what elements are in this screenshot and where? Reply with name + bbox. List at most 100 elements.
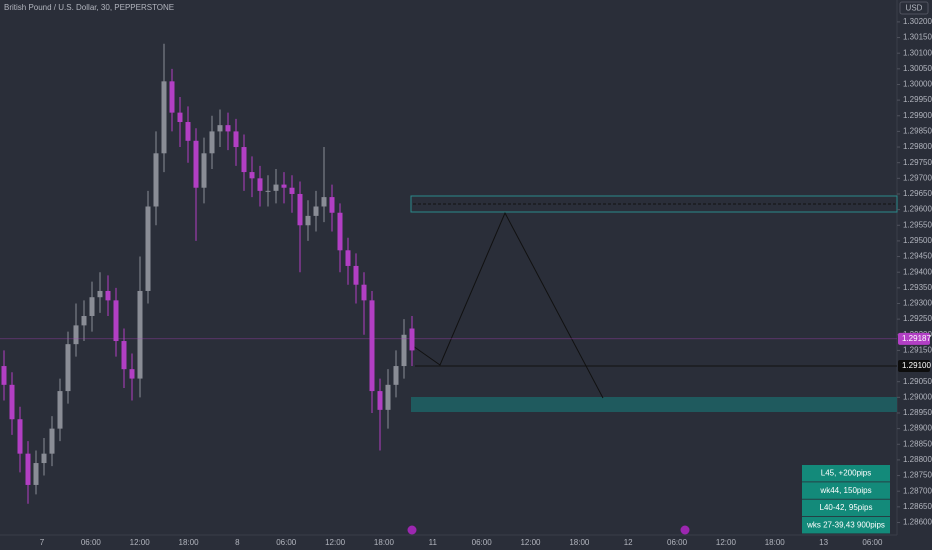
candle-body (97, 290, 103, 298)
candle-body (369, 300, 375, 392)
candle-body (185, 122, 191, 141)
y-tick-label: 1.28700 (903, 486, 932, 495)
y-tick-label: 1.29450 (903, 252, 932, 261)
chart-title: British Pound / U.S. Dollar, 30, PEPPERS… (4, 3, 174, 12)
candle-body (345, 250, 351, 266)
candle-body (225, 125, 231, 132)
price-tag (898, 332, 930, 345)
candle-body (249, 172, 255, 179)
x-tick-label: 12:00 (130, 538, 151, 547)
x-tick-label: 12:00 (520, 538, 541, 547)
y-tick-label: 1.29700 (903, 173, 932, 182)
candle-body (233, 131, 239, 148)
y-tick-label: 1.29900 (903, 111, 932, 120)
y-tick-label: 1.28750 (903, 471, 932, 480)
candle-body (9, 384, 15, 420)
annotation-text: L40-42, 95pips (820, 503, 873, 512)
candle-body (241, 147, 247, 173)
candle-body (113, 300, 119, 342)
y-tick-label: 1.28850 (903, 439, 932, 448)
legend: L45, +200pips wk44, 150pips L40-42, 95pips… (802, 465, 890, 534)
candle-body (289, 187, 295, 194)
y-tick-label: 1.28950 (903, 408, 932, 417)
candle-body (361, 284, 367, 301)
candle-body (73, 325, 79, 345)
annotation-box (802, 482, 890, 499)
y-tick-label: 1.29350 (903, 283, 932, 292)
x-tick-label: 12:00 (325, 538, 346, 547)
y-tick-label: 1.29250 (903, 314, 932, 323)
y-tick-label: 1.29600 (903, 205, 932, 214)
y-tick-label: 1.30000 (903, 80, 932, 89)
zone-box (410, 195, 898, 213)
x-tick-label: 06:00 (276, 538, 297, 547)
candle-body (209, 131, 215, 154)
y-tick-label: 1.29400 (903, 267, 932, 276)
candle-body (401, 334, 407, 367)
candle-body (377, 391, 383, 410)
x-tick-label: 06:00 (81, 538, 102, 547)
candle-body (273, 184, 279, 191)
candle-body (17, 419, 23, 454)
y-tick-label: 1.30100 (903, 48, 932, 57)
y-tick-label: 1.29150 (903, 346, 932, 355)
annotation-text: wk44, 150pips (819, 486, 871, 495)
candle-body (145, 206, 151, 291)
candle-body (265, 190, 271, 192)
candle-body (153, 153, 159, 207)
candle-body (385, 384, 391, 410)
y-tick-label: 1.29950 (903, 95, 932, 104)
event-icon (680, 525, 690, 535)
candle-body (321, 197, 327, 207)
candle-body (297, 193, 303, 226)
projection-path (412, 211, 604, 399)
candle-body (217, 125, 223, 132)
candle-body (177, 112, 183, 123)
candle-body (329, 197, 335, 213)
candle-body (169, 81, 175, 113)
annotation-box (802, 465, 890, 482)
candle-body (105, 290, 111, 301)
candle-body (1, 366, 7, 385)
currency: USD (906, 4, 923, 13)
annotation-text: L45, +200pips (821, 469, 872, 478)
y-tick-label: 1.28650 (903, 502, 932, 511)
y-tick-label: 1.28600 (903, 518, 932, 527)
candle-body (281, 184, 287, 188)
y-tick-label: 1.29500 (903, 236, 932, 245)
candle-body (129, 369, 135, 379)
candle-body (313, 206, 319, 216)
candle-body (137, 290, 143, 379)
y-tick-label: 1.30200 (903, 17, 932, 26)
candle-body (81, 315, 87, 326)
y-tick-label: 1.30050 (903, 64, 932, 73)
x-tick-label: 06:00 (472, 538, 493, 547)
x-tick-label: 11 (429, 538, 438, 547)
candle-body (193, 140, 199, 188)
currency-box[interactable] (899, 1, 929, 15)
candle-body (121, 341, 127, 370)
candle-body (161, 81, 167, 154)
y-tick-label: 1.29650 (903, 189, 932, 198)
annotation-box (802, 516, 890, 534)
candle-body (65, 344, 71, 392)
candle-body (353, 265, 359, 285)
y-tick-label: 1.28800 (903, 455, 932, 464)
x-tick-label: 12:00 (716, 538, 737, 547)
candle-body (33, 463, 39, 485)
annotation-text: wks 27-39,43 900pips (806, 521, 885, 530)
y-tick-label: 1.29000 (903, 392, 932, 401)
candle-body (257, 178, 263, 191)
event-icon (407, 525, 417, 535)
candle-body (57, 391, 63, 429)
candle-body (337, 212, 343, 251)
y-tick-label: 1.29550 (903, 220, 932, 229)
y-tick-label: 1.29850 (903, 127, 932, 136)
price-label: 1.29187 (902, 334, 931, 343)
annotation-box (802, 499, 890, 517)
level-tag (898, 360, 930, 373)
x-tick-label: 06:00 (667, 538, 688, 547)
x-tick-label: 12 (624, 538, 633, 547)
